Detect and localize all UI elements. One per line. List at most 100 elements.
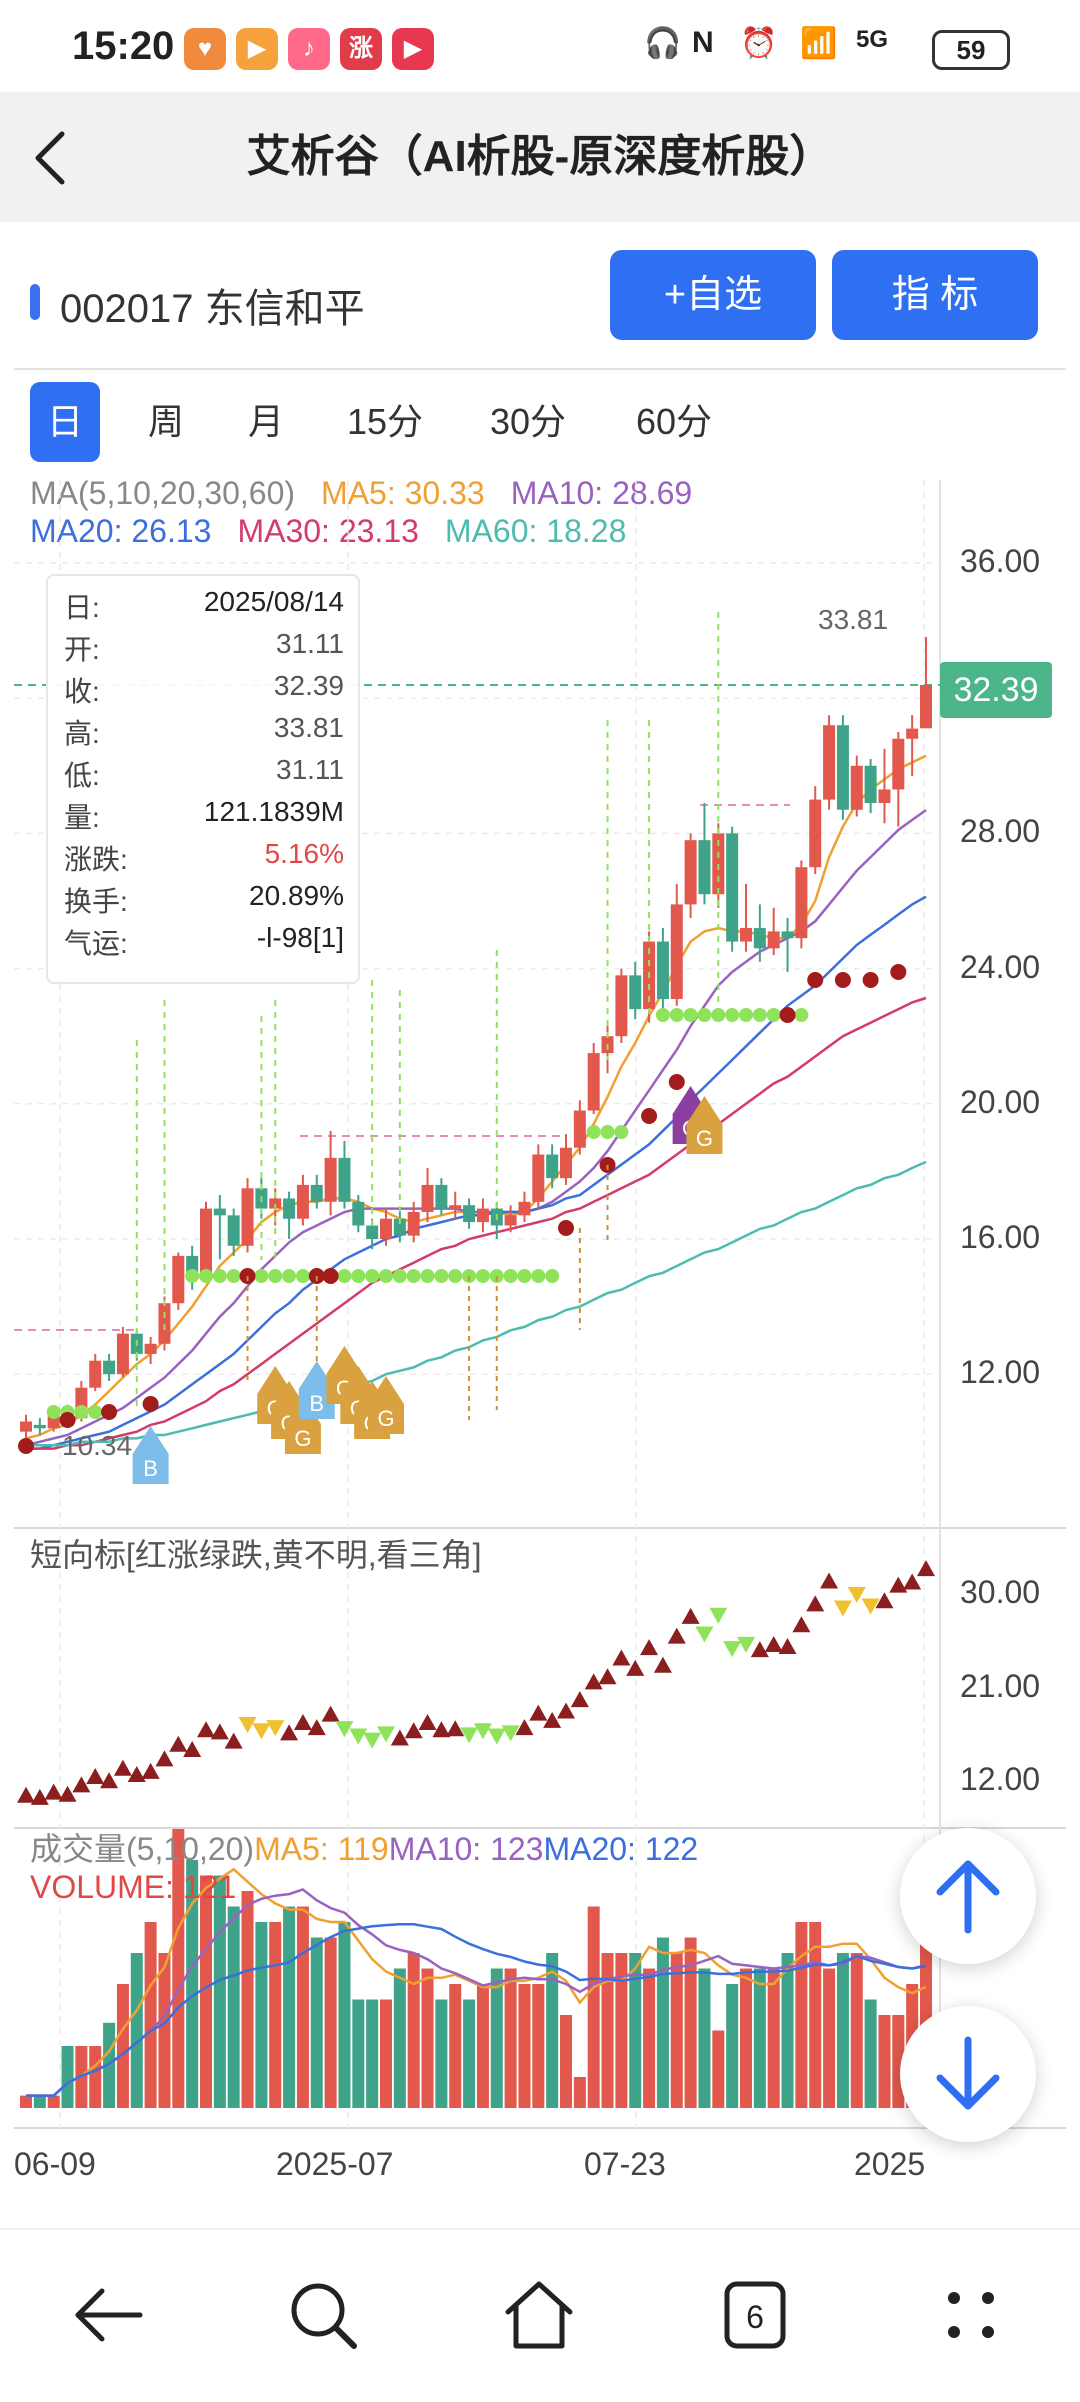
y-tick-label: 20.00: [960, 1083, 1041, 1120]
indicator-button[interactable]: 指 标: [832, 250, 1038, 340]
signal-dot: [545, 1269, 560, 1283]
volume-bar: [130, 1953, 143, 2108]
volume-bar: [324, 1937, 337, 2108]
ma-line2-item: MA60: 18.28: [444, 513, 627, 549]
volume-bar: [698, 1968, 711, 2108]
volume-bar: [338, 1922, 351, 2108]
volume-bar: [850, 1953, 863, 2108]
trend-triangle: [390, 1729, 409, 1746]
volume-bar: [767, 1968, 780, 2108]
info-key: 量:: [64, 802, 100, 833]
info-key: 换手:: [64, 886, 128, 917]
trend-triangle: [792, 1616, 811, 1633]
candle-body: [366, 1225, 379, 1239]
red-signal-dot: [18, 1438, 34, 1454]
y-tick-label: 28.00: [960, 813, 1041, 850]
volume-bar: [310, 1937, 323, 2108]
nav-back-icon[interactable]: [62, 2270, 152, 2360]
candle-body: [850, 765, 863, 810]
trend-triangle: [44, 1783, 63, 1800]
signal-dot: [794, 1008, 809, 1022]
signal-dot: [88, 1405, 103, 1419]
volume-bar: [795, 1922, 808, 2108]
info-value: 31.11: [276, 754, 344, 785]
trend-triangle: [169, 1735, 188, 1752]
nav-search-icon[interactable]: [278, 2270, 368, 2360]
volume-bar: [878, 2015, 891, 2108]
trend-triangle: [543, 1711, 562, 1728]
volume-bar: [864, 1999, 877, 2108]
trend-triangle: [224, 1732, 243, 1749]
info-key: 开:: [64, 634, 100, 665]
candle-body: [476, 1208, 489, 1223]
scroll-down-button[interactable]: [900, 2006, 1036, 2142]
signal-dot: [337, 1269, 352, 1283]
tab-2[interactable]: 月: [247, 401, 284, 442]
candle-body: [560, 1147, 572, 1179]
trend-triangle: [778, 1638, 797, 1655]
candle-body: [753, 928, 766, 949]
candle-body: [310, 1184, 323, 1202]
trend-triangle: [681, 1607, 700, 1624]
crosshair-info-panel: 日: 2025/08/14 开: 31.11 收: 32.39 高: 33.81 低: 31.11…: [46, 574, 360, 984]
volume-bar: [656, 1937, 669, 2108]
candle-body: [823, 725, 836, 800]
volume-bar: [352, 1999, 365, 2108]
tab-4[interactable]: 30分: [489, 401, 567, 442]
trend-triangle: [806, 1595, 825, 1612]
zhang-app-icon: 涨: [340, 28, 382, 70]
y-tick-label: 24.00: [960, 948, 1041, 985]
trend-triangle: [764, 1635, 783, 1652]
vol-line1-item: 成交量(5,10,20): [30, 1831, 255, 1867]
nav-tabs-icon[interactable]: 6: [710, 2270, 800, 2360]
battery-level: 59: [956, 35, 986, 65]
signal-dot: [531, 1269, 546, 1283]
nav-home-icon[interactable]: [494, 2270, 584, 2360]
page-title: 艾析谷（AI析股-原深度析股）: [246, 132, 834, 181]
red-signal-dot: [59, 1412, 76, 1428]
tab-1[interactable]: 周: [147, 401, 184, 442]
info-value: 33.81: [273, 712, 344, 743]
signal-dot: [614, 1125, 629, 1139]
volume-bar: [573, 2077, 586, 2108]
wifi-icon: 📶: [800, 27, 838, 60]
trend-triangle: [86, 1768, 105, 1785]
trend-triangle: [875, 1592, 894, 1609]
signal-dot: [503, 1269, 518, 1283]
candle-body: [504, 1215, 517, 1226]
trend-triangle: [515, 1719, 534, 1736]
trend-triangle: [197, 1721, 215, 1738]
candle-body: [200, 1208, 212, 1273]
signal-dot: [379, 1269, 393, 1283]
tab-0[interactable]: 日: [30, 382, 100, 462]
candle-body: [172, 1255, 185, 1304]
volume-bar: [200, 1875, 212, 2108]
add-watchlist-button[interactable]: +自选: [610, 250, 816, 340]
candle-body: [712, 833, 725, 895]
arrow-up-icon: [936, 1860, 1000, 1934]
y-tick-label: 36.00: [960, 543, 1041, 579]
arrow-down-icon: [936, 2036, 1000, 2110]
signal-dot: [199, 1269, 213, 1283]
trend-triangle: [293, 1713, 312, 1730]
ma-line1-item: MA(5,10,20,30,60): [30, 475, 296, 511]
red-signal-dot: [142, 1396, 159, 1412]
signal-dot: [600, 1125, 615, 1139]
volume-bar: [629, 1953, 642, 2108]
volume-ma-line: [26, 1923, 927, 2097]
scroll-up-button[interactable]: [900, 1828, 1036, 1964]
back-button[interactable]: [30, 112, 90, 202]
candle-body: [532, 1154, 545, 1202]
red-signal-dot: [779, 1007, 796, 1023]
nav-menu-icon[interactable]: [926, 2270, 1016, 2360]
candle-body: [656, 941, 669, 1000]
signal-badge-letter: B: [143, 1456, 158, 1481]
tab-5[interactable]: 60分: [635, 401, 713, 442]
trend-triangle: [903, 1573, 922, 1590]
browser-nav-bar: 6: [0, 2228, 1080, 2402]
candle-body: [892, 738, 905, 790]
volume-legend-line-2: VOLUME: 121: [30, 1868, 950, 1906]
tab-3[interactable]: 15分: [346, 401, 424, 442]
volume-bar: [490, 1968, 503, 2108]
trend-triangle: [183, 1741, 202, 1757]
